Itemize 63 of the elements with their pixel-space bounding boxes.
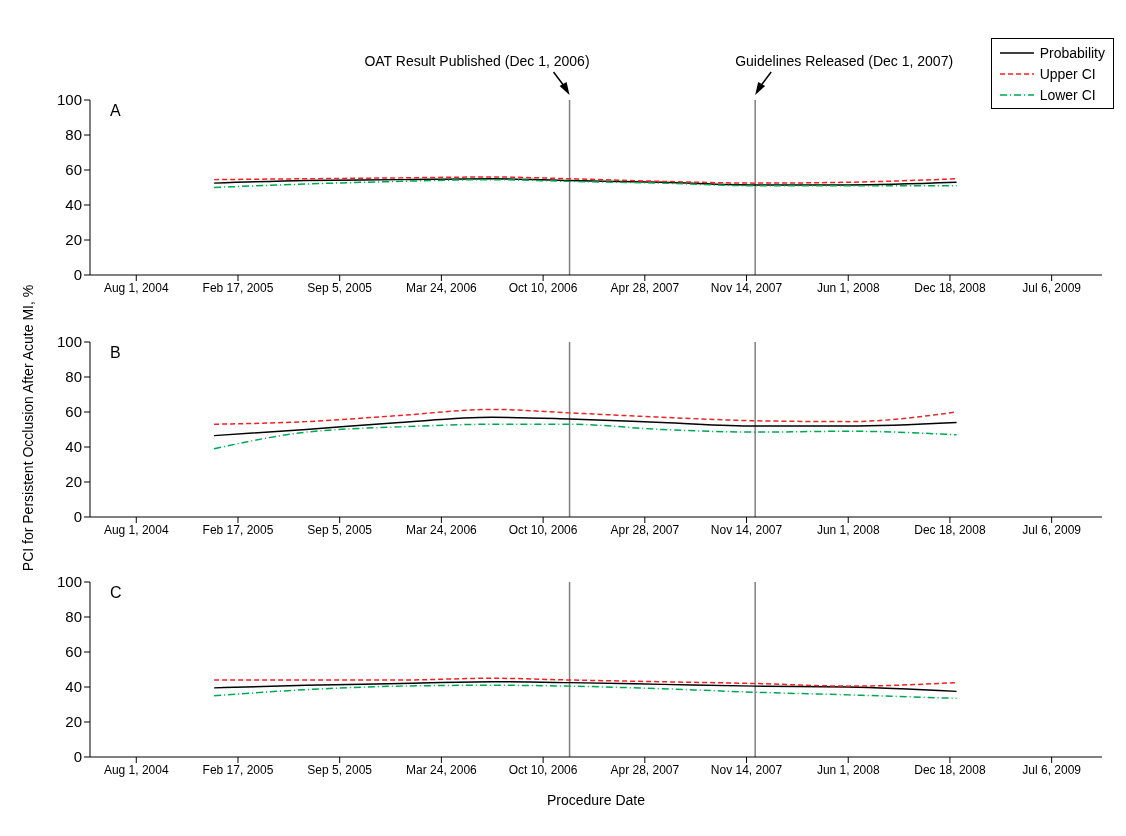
chart-title: B — [110, 344, 121, 362]
y-tick-label: 60 — [65, 643, 82, 661]
legend-label: Lower CI — [1039, 86, 1096, 103]
chart-title: C — [110, 584, 122, 602]
x-tick-label: Jun 1, 2008 — [816, 522, 880, 537]
chart-title: A — [110, 102, 121, 120]
x-tick-label: Mar 24, 2006 — [406, 522, 478, 537]
x-tick-label: Aug 1, 2004 — [103, 522, 169, 537]
y-tick-label: 60 — [65, 161, 82, 179]
x-tick-label: Jul 6, 2009 — [1022, 762, 1082, 777]
x-tick-label: Jun 1, 2008 — [816, 762, 880, 777]
x-tick-label: Mar 24, 2006 — [406, 762, 478, 777]
x-tick-label: Oct 10, 2006 — [508, 522, 578, 537]
y-tick-label: 20 — [65, 231, 82, 249]
x-tick-label: Apr 28, 2007 — [610, 762, 680, 777]
x-tick-label: Feb 17, 2005 — [202, 280, 274, 295]
x-tick-label: Jul 6, 2009 — [1022, 280, 1082, 295]
x-tick-label: Feb 17, 2005 — [202, 762, 274, 777]
x-axis-title: Procedure Date — [546, 792, 646, 808]
x-tick-label: Nov 14, 2007 — [710, 522, 783, 537]
y-tick-label: 0 — [73, 508, 82, 526]
y-tick-label: 80 — [65, 126, 82, 144]
x-tick-label: Jul 6, 2009 — [1022, 522, 1082, 537]
legend-label: Probability — [1039, 44, 1105, 61]
x-tick-label: Dec 18, 2008 — [914, 762, 986, 777]
x-tick-label: Aug 1, 2004 — [103, 280, 169, 295]
x-tick-label: Oct 10, 2006 — [508, 280, 578, 295]
x-tick-label: Oct 10, 2006 — [508, 762, 578, 777]
y-tick-label: 0 — [73, 748, 82, 766]
y-tick-label: 0 — [73, 266, 82, 284]
x-tick-label: Sep 5, 2005 — [307, 762, 373, 777]
y-tick-label: 100 — [56, 573, 82, 591]
x-tick-label: Dec 18, 2008 — [914, 522, 986, 537]
x-tick-label: Apr 28, 2007 — [610, 522, 680, 537]
line-series — [213, 423, 958, 450]
line-series — [213, 416, 958, 437]
y-tick-label: 80 — [65, 368, 82, 386]
x-tick-label: Mar 24, 2006 — [406, 280, 478, 295]
x-tick-label: Apr 28, 2007 — [610, 280, 680, 295]
ref-line-label: Guidelines Released (Dec 1, 2007) — [735, 53, 954, 69]
ref-line-label: OAT Result Published (Dec 1, 2006) — [364, 53, 590, 69]
line-series — [213, 681, 958, 693]
x-tick-label: Dec 18, 2008 — [914, 280, 986, 295]
y-tick-label: 100 — [56, 91, 82, 109]
x-tick-label: Sep 5, 2005 — [307, 522, 373, 537]
y-tick-label: 40 — [65, 678, 82, 696]
legend-label: Upper CI — [1039, 65, 1096, 82]
x-tick-label: Nov 14, 2007 — [710, 762, 783, 777]
y-tick-label: 40 — [65, 438, 82, 456]
x-tick-label: Aug 1, 2004 — [103, 762, 169, 777]
x-tick-label: Feb 17, 2005 — [202, 522, 274, 537]
y-axis-title: PCI for Persistent Occlusion After Acute MI, % — [20, 284, 36, 572]
y-tick-label: 20 — [65, 473, 82, 491]
line-series — [213, 684, 958, 700]
x-tick-label: Sep 5, 2005 — [307, 280, 373, 295]
y-tick-label: 100 — [56, 333, 82, 351]
x-tick-label: Jun 1, 2008 — [816, 280, 880, 295]
y-tick-label: 60 — [65, 403, 82, 421]
y-tick-label: 40 — [65, 196, 82, 214]
y-tick-label: 80 — [65, 608, 82, 626]
y-tick-label: 20 — [65, 713, 82, 731]
x-tick-label: Nov 14, 2007 — [710, 280, 783, 295]
line-series — [213, 677, 958, 687]
